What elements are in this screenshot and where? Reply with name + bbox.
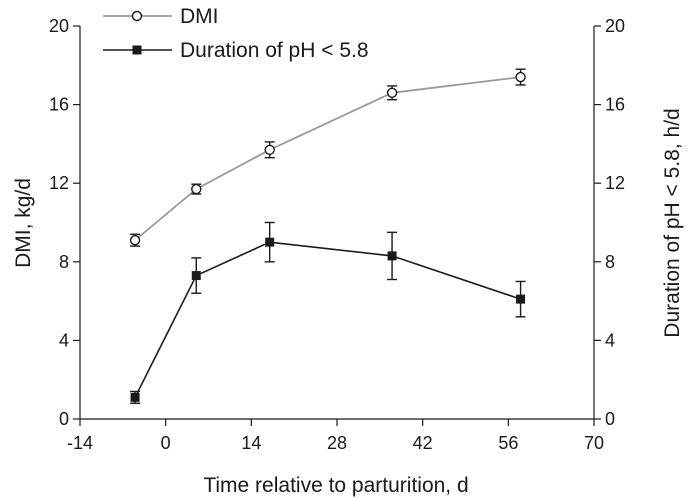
y-tick-label-right: 12 (605, 173, 625, 193)
data-point (516, 294, 526, 304)
x-tick-label: 56 (498, 433, 518, 453)
data-point (387, 251, 397, 261)
legend-item-2: Duration of pH < 5.8 (103, 39, 369, 62)
series-layer (129, 68, 526, 404)
y-tick-label-right: 0 (605, 409, 615, 429)
series-line (134, 241, 521, 398)
y-tick-label-left: 16 (49, 95, 69, 115)
x-tick-label: 14 (241, 433, 261, 453)
y-tick-label-left: 20 (49, 16, 69, 36)
data-point (191, 183, 202, 195)
y-tick-label-left: 4 (59, 330, 69, 350)
data-point (386, 87, 398, 99)
y-tick-label-right: 16 (605, 95, 625, 115)
series-1 (129, 68, 526, 247)
y-axis-label-left: DMI, kg/d (12, 178, 35, 268)
data-point (129, 234, 141, 246)
y-tick-label-left: 8 (59, 252, 69, 272)
data-point (191, 271, 201, 281)
y-tick-label-right: 4 (605, 330, 615, 350)
legend-item-1: DMI (103, 5, 219, 28)
data-point (515, 71, 526, 83)
x-tick-label: 0 (161, 433, 171, 453)
legend-marker (131, 10, 143, 22)
series-line (134, 76, 521, 241)
y-tick-label-right: 8 (605, 252, 615, 272)
y-tick-label-left: 0 (59, 409, 69, 429)
x-tick-label: 28 (327, 433, 347, 453)
data-point (130, 392, 140, 402)
x-tick-label: 42 (413, 433, 433, 453)
y-axis-label-right: Duration of pH < 5.8, h/d (661, 108, 684, 337)
y-tick-label-left: 12 (49, 173, 69, 193)
y-tick-label-right: 20 (605, 16, 625, 36)
legend-label: Duration of pH < 5.8 (180, 39, 369, 62)
x-axis-label: Time relative to parturition, d (203, 474, 468, 497)
series-2 (130, 221, 526, 404)
x-tick-label: 70 (584, 433, 604, 453)
legend-marker (132, 45, 142, 55)
x-tick-label: -14 (67, 433, 93, 453)
data-point (264, 144, 275, 155)
legend: DMI Duration of pH < 5.8 (103, 5, 369, 62)
legend-label: DMI (180, 5, 219, 28)
data-point (265, 237, 275, 247)
